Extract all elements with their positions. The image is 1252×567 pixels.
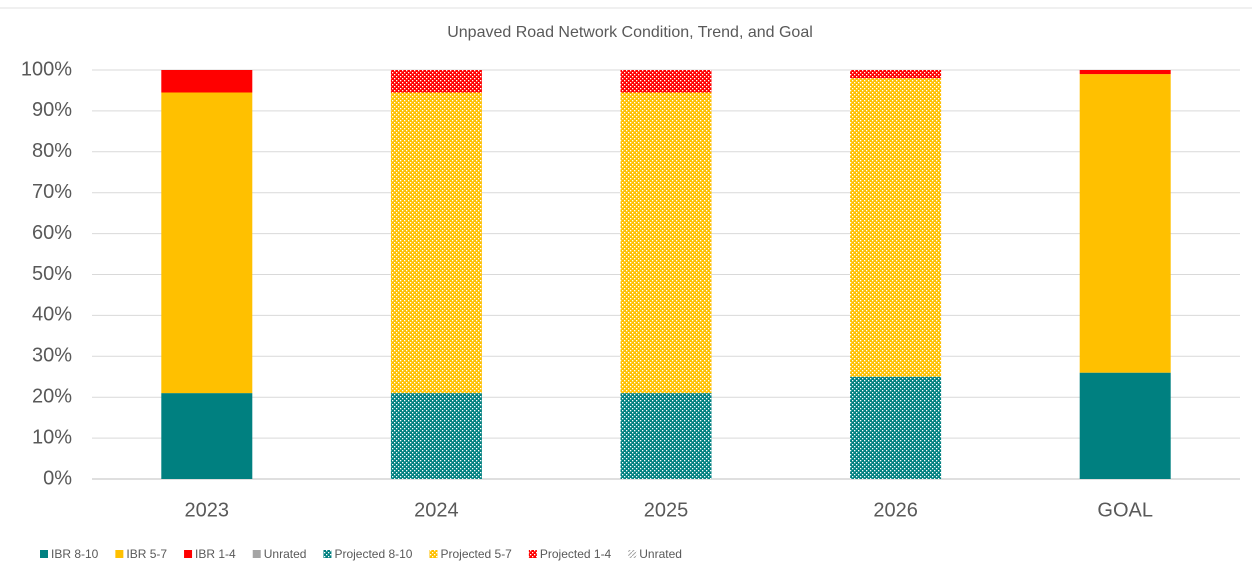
y-tick-label: 50%	[32, 263, 72, 285]
bar-segment	[620, 393, 712, 479]
y-tick-label: 40%	[32, 304, 72, 326]
legend-swatch	[40, 550, 48, 558]
y-tick-label: 10%	[32, 426, 72, 448]
x-tick-label: 2026	[873, 499, 918, 521]
bar-segment	[390, 393, 482, 479]
y-tick-label: 80%	[32, 140, 72, 162]
bar-segment	[850, 70, 942, 79]
legend-label: Projected 1-4	[540, 547, 612, 561]
bar-segment	[161, 92, 253, 394]
bar-segment	[850, 78, 942, 377]
y-tick-label: 90%	[32, 99, 72, 121]
bar-segment	[1079, 74, 1171, 373]
bar-segment	[390, 70, 482, 93]
legend-swatch	[528, 550, 537, 558]
legend-label: Unrated	[639, 547, 682, 561]
legend-swatch	[323, 550, 332, 558]
legend-swatch	[628, 550, 637, 558]
bar-segment	[1079, 372, 1171, 479]
y-tick-label: 70%	[32, 181, 72, 203]
legend-swatch	[184, 550, 193, 558]
y-tick-label: 60%	[32, 222, 72, 244]
legend-label: Projected 5-7	[440, 547, 512, 561]
bar-segment	[161, 70, 253, 93]
bar-segment	[850, 376, 942, 479]
bar-segment	[390, 92, 482, 394]
bar-segment	[620, 92, 712, 394]
bar-segment	[620, 70, 712, 93]
y-tick-label: 0%	[43, 467, 72, 489]
y-tick-label: 100%	[21, 58, 72, 80]
legend-swatch	[429, 550, 438, 558]
y-tick-label: 20%	[32, 385, 72, 407]
legend-label: IBR 1-4	[195, 547, 236, 561]
x-tick-label: GOAL	[1097, 499, 1153, 521]
bar-segment	[1079, 70, 1171, 75]
legend-swatch	[115, 550, 124, 558]
y-tick-label: 30%	[32, 345, 72, 367]
x-tick-label: 2023	[185, 499, 230, 521]
legend-label: IBR 8-10	[51, 547, 99, 561]
bar-segment	[161, 393, 253, 479]
legend-label: Unrated	[264, 547, 307, 561]
chart-title: Unpaved Road Network Condition, Trend, a…	[447, 24, 813, 41]
legend-label: IBR 5-7	[126, 547, 167, 561]
x-tick-label: 2024	[414, 499, 459, 521]
x-tick-label: 2025	[644, 499, 689, 521]
legend-label: Projected 8-10	[334, 547, 412, 561]
legend-swatch	[252, 550, 261, 558]
